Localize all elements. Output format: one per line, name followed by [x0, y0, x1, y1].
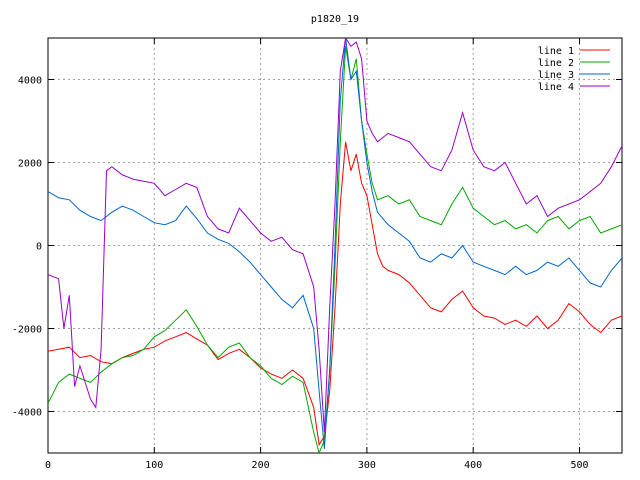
series-line-1	[48, 141, 622, 447]
series-lines	[48, 38, 622, 453]
y-tick-label: 2000	[18, 159, 42, 170]
x-tick-label: 500	[570, 460, 588, 471]
x-tick-label: 300	[358, 460, 376, 471]
x-tick-label: 100	[145, 460, 163, 471]
axis-ticks: 0 100 200 300 400 500 -4000 -2000 0 2000 4000	[12, 38, 622, 471]
y-tick-label: 4000	[18, 76, 42, 87]
series-line-4	[48, 38, 622, 433]
x-tick-label: 0	[45, 460, 51, 471]
y-tick-label: -4000	[12, 408, 42, 419]
y-tick-label: 0	[36, 242, 42, 253]
x-tick-label: 400	[464, 460, 482, 471]
legend-label-4: line 4	[538, 82, 574, 93]
series-line-2	[48, 46, 622, 453]
grid	[48, 38, 622, 453]
y-tick-label: -2000	[12, 325, 42, 336]
chart-title: p1820_19	[311, 14, 359, 25]
legend-label-2: line 2	[538, 58, 574, 69]
series-line-3	[48, 38, 622, 449]
legend-label-3: line 3	[538, 70, 574, 81]
legend-label-1: line 1	[538, 46, 574, 57]
x-tick-label: 200	[252, 460, 270, 471]
